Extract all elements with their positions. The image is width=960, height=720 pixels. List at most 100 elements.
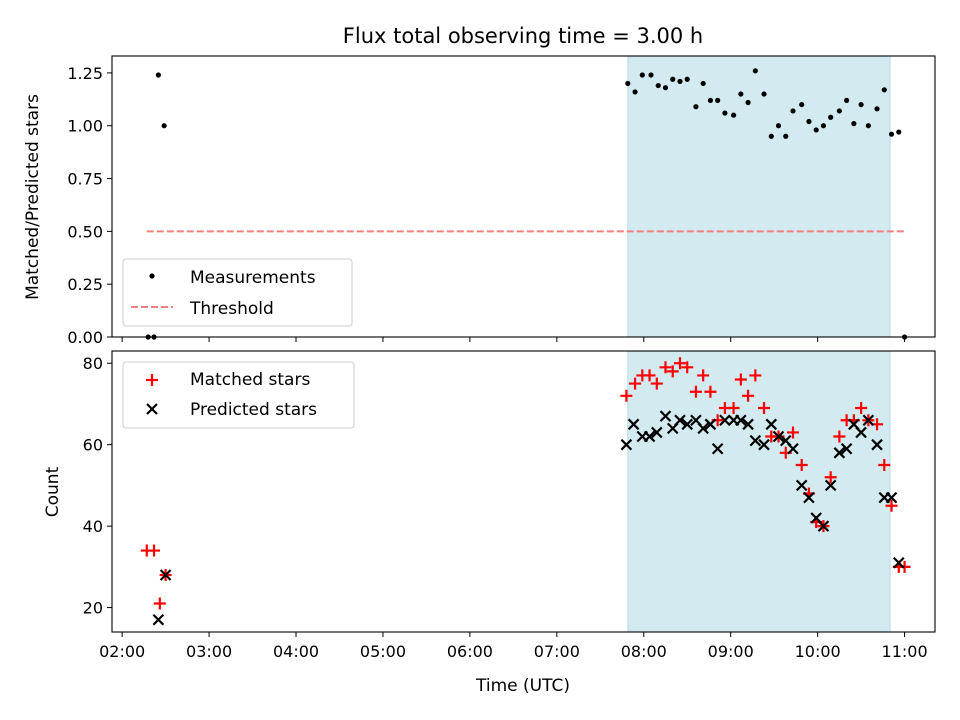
measurement-point bbox=[844, 97, 850, 103]
measurement-point bbox=[745, 99, 751, 106]
bottom-legend-box bbox=[122, 361, 355, 429]
predicted-star-point bbox=[758, 438, 770, 451]
matched-star-point bbox=[689, 385, 702, 398]
bottom-y-tick-label: 20 bbox=[83, 599, 103, 618]
measurement-point bbox=[820, 123, 827, 129]
matched-star-point bbox=[824, 471, 837, 484]
predicted-star-point bbox=[643, 430, 656, 443]
measurement-point bbox=[799, 101, 805, 108]
predicted-star-point bbox=[674, 414, 686, 427]
top-legend-box bbox=[122, 258, 353, 327]
top-y-tick-label: 0.25 bbox=[67, 275, 103, 294]
measurement-point bbox=[874, 106, 880, 112]
predicted-star-point bbox=[711, 442, 724, 455]
measurement-point bbox=[836, 108, 842, 114]
top-shaded-region bbox=[627, 55, 891, 338]
measurement-point bbox=[670, 76, 676, 82]
matched-star-point bbox=[620, 389, 633, 402]
measurement-point bbox=[783, 133, 789, 139]
predicted-star-point bbox=[795, 479, 808, 492]
predicted-star-point bbox=[704, 418, 717, 431]
legend-predicted-label: Predicted stars bbox=[190, 400, 317, 420]
predicted-star-point bbox=[742, 418, 754, 431]
top-y-tick-label: 0.50 bbox=[67, 222, 103, 241]
legend-matched-marker bbox=[146, 374, 158, 386]
x-tick-label: 11:00 bbox=[882, 642, 928, 661]
predicted-star-point bbox=[840, 442, 853, 455]
measurement-point bbox=[662, 85, 669, 91]
top-y-tick-label: 1.25 bbox=[67, 64, 103, 83]
top-y-tick-label: 0.75 bbox=[67, 170, 103, 189]
x-tick-label: 05:00 bbox=[360, 642, 406, 661]
predicted-star-point bbox=[862, 414, 875, 427]
measurement-point bbox=[738, 91, 744, 97]
measurement-point bbox=[155, 72, 161, 78]
matched-star-point bbox=[629, 377, 642, 390]
matched-star-point bbox=[666, 365, 679, 378]
bottom-shaded-region bbox=[627, 350, 891, 633]
predicted-star-point bbox=[681, 418, 694, 431]
measurement-point bbox=[684, 76, 690, 82]
matched-star-point bbox=[833, 430, 846, 443]
predicted-star-point bbox=[627, 418, 640, 431]
measurement-point bbox=[768, 133, 774, 139]
matched-star-point bbox=[758, 402, 771, 415]
bottom-y-axis-label: Count bbox=[43, 466, 63, 517]
measurement-point bbox=[715, 97, 721, 103]
predicted-star-point bbox=[659, 410, 672, 422]
matched-star-point bbox=[643, 369, 656, 382]
x-tick-label: 10:00 bbox=[795, 642, 841, 661]
x-tick-label: 03:00 bbox=[186, 642, 232, 661]
predicted-star-point bbox=[871, 438, 883, 451]
predicted-star-point bbox=[735, 414, 747, 427]
chart-title: Flux total observing time = 3.00 h bbox=[343, 24, 703, 48]
x-tick-label: 09:00 bbox=[708, 642, 754, 661]
matched-star-point bbox=[704, 385, 717, 398]
predicted-star-point bbox=[749, 434, 762, 447]
x-tick-label: 08:00 bbox=[621, 642, 667, 661]
measurement-point bbox=[632, 89, 638, 95]
x-tick-label: 07:00 bbox=[534, 642, 580, 661]
predicted-star-point bbox=[885, 491, 898, 504]
predicted-star-point bbox=[697, 422, 709, 435]
predicted-star-point bbox=[719, 414, 731, 427]
measurement-point bbox=[858, 101, 864, 108]
matched-star-point bbox=[153, 597, 166, 610]
measurement-point bbox=[790, 108, 796, 114]
legend-matched-label: Matched stars bbox=[190, 370, 310, 390]
bottom-legend: Matched stars Predicted stars bbox=[122, 361, 355, 429]
legend-predicted-marker bbox=[146, 403, 158, 415]
predicted-star-point bbox=[765, 418, 778, 431]
measurement-point bbox=[639, 72, 645, 78]
measurement-point bbox=[888, 131, 895, 137]
top-panel-frame bbox=[111, 55, 936, 338]
measurement-point bbox=[828, 114, 834, 120]
measurement-point bbox=[677, 78, 683, 84]
predicted-star-point bbox=[892, 556, 905, 569]
x-axis-label: Time (UTC) bbox=[475, 676, 570, 696]
matched-star-point bbox=[795, 459, 808, 472]
x-tick-label: 06:00 bbox=[447, 642, 493, 661]
measurement-point bbox=[648, 72, 654, 78]
matched-star-point bbox=[742, 389, 755, 402]
matched-star-point bbox=[787, 426, 800, 439]
predicted-star-point bbox=[620, 438, 633, 451]
matched-star-point bbox=[727, 402, 740, 415]
measurement-point bbox=[730, 112, 737, 118]
matched-star-point bbox=[673, 357, 686, 370]
measurement-point bbox=[865, 123, 871, 129]
top-y-axis-label: Matched/Predicted stars bbox=[23, 94, 43, 300]
measurement-point bbox=[655, 82, 661, 89]
measurement-point bbox=[700, 80, 706, 87]
matched-star-point bbox=[749, 369, 762, 382]
measurement-point bbox=[722, 110, 728, 116]
predicted-star-point bbox=[803, 491, 815, 504]
predicted-star-point bbox=[817, 520, 830, 532]
legend-measurements-marker bbox=[149, 273, 155, 279]
matched-star-point bbox=[878, 459, 891, 472]
measurement-point bbox=[752, 68, 758, 74]
predicted-star-point bbox=[787, 442, 799, 455]
matched-star-point bbox=[697, 369, 710, 382]
matched-star-point bbox=[898, 560, 911, 573]
